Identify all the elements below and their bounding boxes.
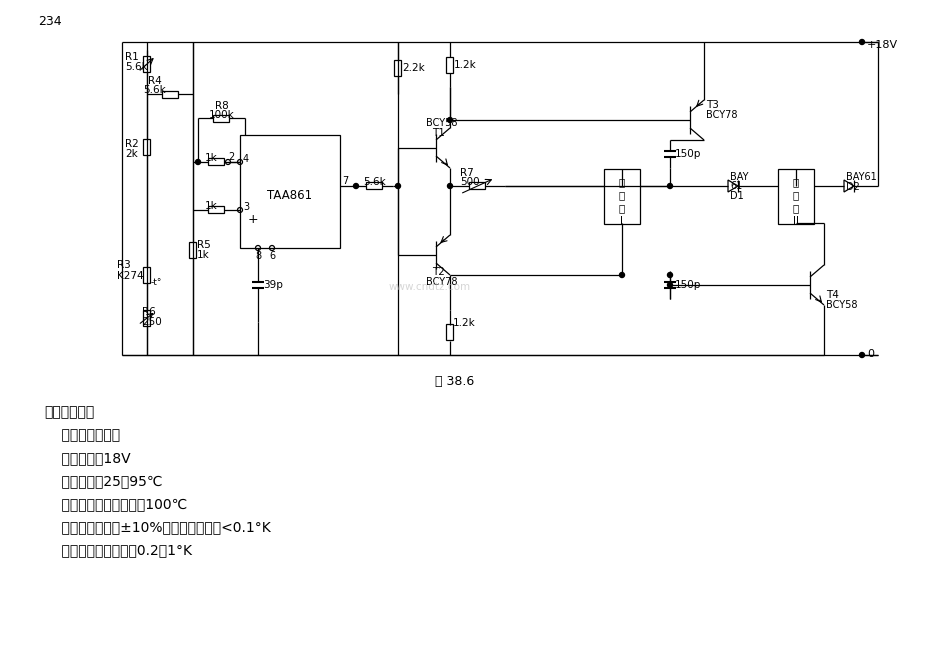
Text: BCY78: BCY78	[705, 110, 737, 120]
Text: 图 38.6: 图 38.6	[435, 375, 474, 388]
Text: 器: 器	[618, 203, 625, 213]
Text: 主要技术数据：: 主要技术数据：	[44, 428, 120, 442]
Circle shape	[858, 352, 864, 358]
Text: R5: R5	[197, 240, 210, 250]
Text: R1: R1	[125, 52, 139, 62]
Bar	[777, 169, 813, 224]
Text: 工作电压：18V: 工作电压：18V	[44, 451, 131, 465]
Circle shape	[667, 272, 672, 278]
Text: R4: R4	[148, 76, 161, 86]
Bar	[213, 114, 229, 122]
Text: 6: 6	[269, 251, 274, 261]
Bar	[240, 135, 339, 248]
Bar	[144, 310, 150, 326]
Text: D1: D1	[730, 191, 743, 201]
Text: 传感器最高允许温度：100℃: 传感器最高允许温度：100℃	[44, 497, 187, 511]
Text: 100k: 100k	[209, 110, 235, 120]
Circle shape	[395, 184, 400, 188]
Text: TAA861: TAA861	[267, 189, 312, 202]
Text: 温度范围：25～95℃: 温度范围：25～95℃	[44, 474, 162, 488]
Text: K274: K274	[117, 271, 144, 281]
Text: T4: T4	[825, 290, 838, 300]
Bar	[189, 242, 197, 258]
Text: 3: 3	[243, 202, 248, 212]
Text: 8: 8	[255, 251, 260, 261]
Text: 4: 4	[243, 154, 248, 164]
Bar	[209, 206, 224, 214]
Text: -t°: -t°	[151, 278, 162, 287]
Text: BCY58: BCY58	[825, 300, 857, 310]
Text: 电: 电	[792, 190, 798, 200]
Text: www.cndtz.com: www.cndtz.com	[388, 282, 471, 292]
Circle shape	[447, 118, 452, 122]
Text: 1.2k: 1.2k	[453, 59, 476, 69]
Text: BAY: BAY	[730, 172, 748, 182]
Text: 500: 500	[460, 177, 479, 187]
Bar	[144, 56, 150, 72]
Text: R3: R3	[117, 260, 131, 270]
Bar	[394, 60, 401, 76]
Text: 0: 0	[866, 349, 873, 359]
Bar	[209, 159, 224, 165]
Text: +: +	[248, 213, 259, 226]
Text: 2k: 2k	[125, 149, 137, 159]
Bar	[144, 267, 150, 283]
Bar	[144, 139, 150, 155]
Text: BCY58: BCY58	[425, 118, 457, 128]
Circle shape	[619, 272, 624, 278]
Bar	[162, 91, 178, 98]
Text: 1k: 1k	[205, 201, 218, 211]
Text: R6: R6	[142, 307, 156, 317]
Text: 器: 器	[792, 203, 798, 213]
Text: 150p: 150p	[674, 280, 701, 290]
Text: R8: R8	[214, 101, 228, 111]
Text: 5.6k: 5.6k	[125, 62, 147, 72]
Text: 继: 继	[618, 177, 625, 187]
Text: 39p: 39p	[262, 280, 283, 290]
Text: BCY78: BCY78	[425, 277, 457, 287]
Text: T3: T3	[705, 100, 718, 110]
Text: 61: 61	[730, 181, 742, 191]
Circle shape	[858, 40, 864, 44]
Text: 150p: 150p	[674, 149, 701, 159]
Circle shape	[667, 184, 672, 188]
Text: 5.6k: 5.6k	[362, 177, 386, 187]
Text: I: I	[620, 216, 623, 226]
Polygon shape	[727, 180, 737, 192]
Circle shape	[196, 159, 200, 165]
Text: 1.2k: 1.2k	[452, 318, 476, 328]
Text: 5.6k: 5.6k	[144, 85, 166, 95]
Text: D2: D2	[845, 182, 859, 192]
Text: 选给定温度。: 选给定温度。	[44, 405, 95, 419]
Text: 1k: 1k	[197, 250, 210, 260]
Text: R2: R2	[125, 139, 139, 149]
Polygon shape	[843, 180, 853, 192]
Text: 2: 2	[228, 152, 234, 162]
Text: T2: T2	[432, 267, 444, 277]
Text: 在电源电压波动±10%时的温度偏差：<0.1°K: 在电源电压波动±10%时的温度偏差：<0.1°K	[44, 520, 271, 534]
Bar	[366, 182, 382, 190]
Circle shape	[447, 184, 452, 188]
Bar	[603, 169, 640, 224]
Text: 继: 继	[792, 177, 798, 187]
Text: II: II	[793, 216, 798, 226]
Text: T1: T1	[432, 128, 444, 138]
Bar	[446, 325, 453, 340]
Bar	[469, 182, 485, 190]
Text: 1k: 1k	[205, 153, 218, 163]
Text: +18V: +18V	[866, 40, 897, 50]
Text: BAY61: BAY61	[845, 172, 876, 182]
Bar	[446, 56, 453, 73]
Text: R7: R7	[460, 168, 474, 178]
Circle shape	[353, 184, 358, 188]
Text: 234: 234	[38, 15, 61, 28]
Circle shape	[667, 282, 672, 288]
Text: 2.2k: 2.2k	[401, 63, 425, 73]
Text: 可调整的静止区域：0.2～1°K: 可调整的静止区域：0.2～1°K	[44, 543, 192, 557]
Text: 7: 7	[342, 176, 348, 186]
Text: 电: 电	[618, 190, 625, 200]
Text: 250: 250	[142, 317, 161, 327]
